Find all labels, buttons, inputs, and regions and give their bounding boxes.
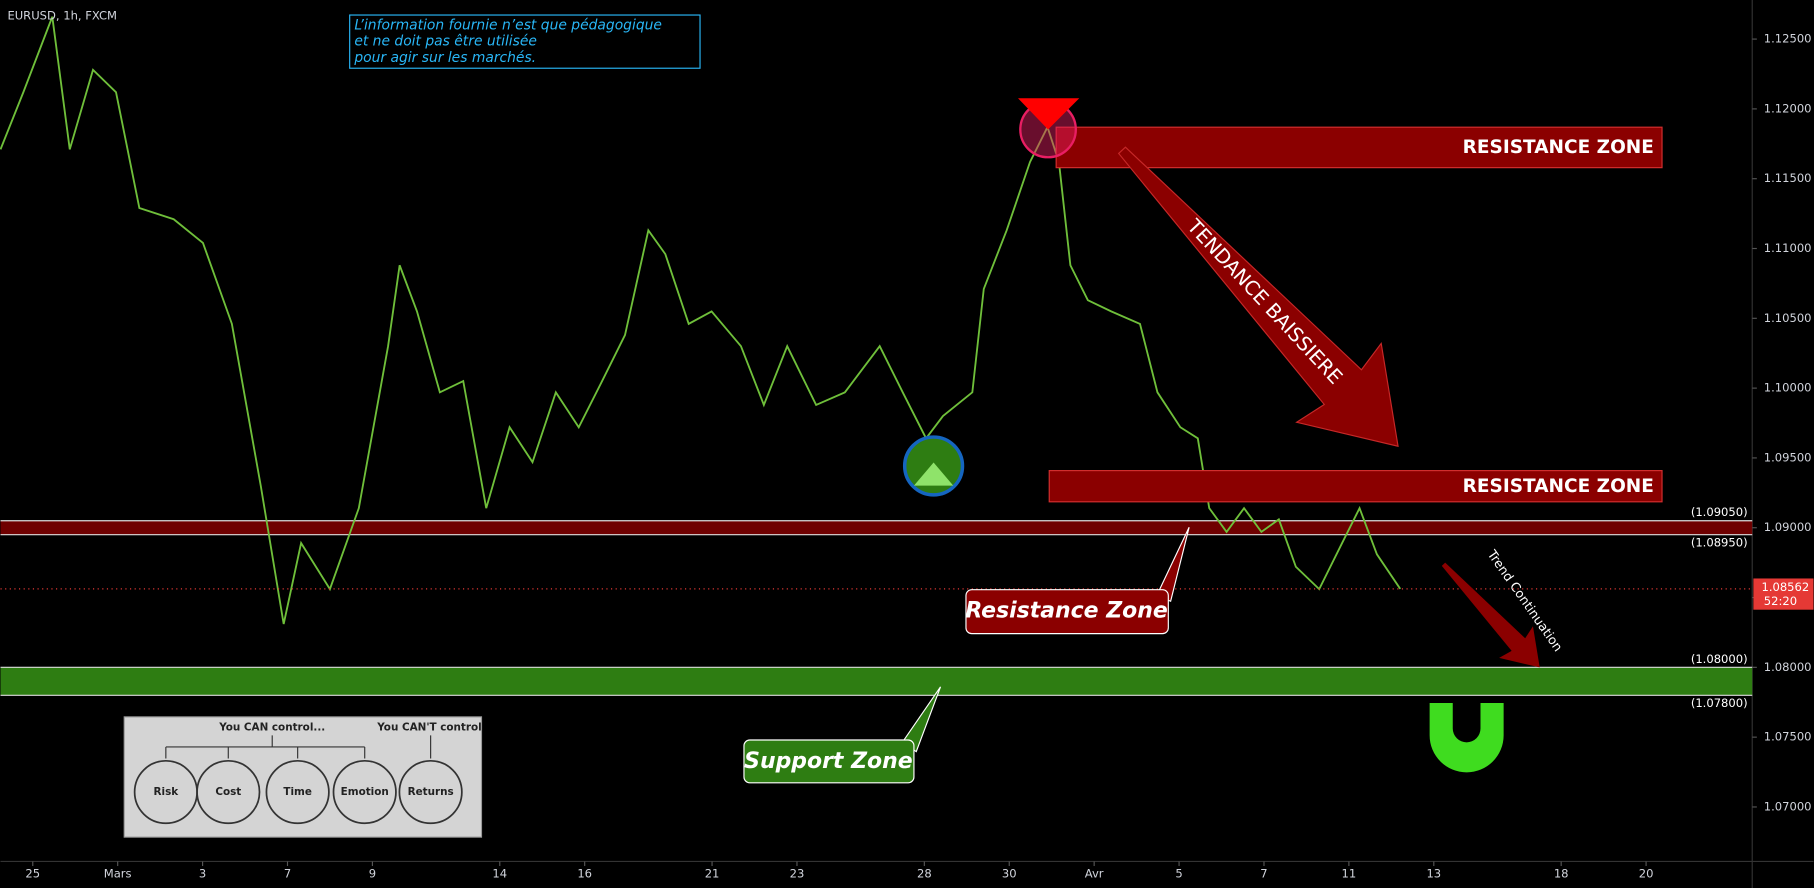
logo-bolt: [1462, 704, 1475, 727]
x-tick-label: 18: [1554, 867, 1569, 881]
x-tick-label: Avr: [1085, 867, 1104, 881]
top-triangle: [1018, 98, 1080, 130]
inset-frame: [123, 716, 483, 838]
y-tick-label: 1.12000: [1764, 101, 1812, 115]
inset-circle: [398, 759, 463, 825]
zone-label: RESISTANCE ZONE: [1463, 476, 1654, 497]
y-tick-label: 1.11000: [1764, 241, 1812, 255]
bottom-triangle: [913, 462, 954, 486]
continuation-arrow-shape: [1441, 562, 1540, 668]
y-tick-label: 1.07000: [1764, 799, 1812, 813]
level-zone: [0, 667, 1753, 696]
callout-box: [965, 589, 1169, 635]
inset-circle: [196, 759, 261, 825]
level-label: (1.07800): [1691, 696, 1748, 710]
y-tick-label: 1.08000: [1764, 660, 1812, 674]
disclaimer-line: pour agir sur les marchés.: [353, 50, 536, 66]
level-label: (1.08000): [1691, 652, 1748, 666]
inset-circle-label: Cost: [215, 786, 241, 798]
chart-title: EURUSD, 1h, FXCM: [7, 9, 117, 23]
x-tick-label: 13: [1426, 867, 1441, 881]
y-tick-label: 1.07500: [1764, 730, 1812, 744]
last-price-label: 1.08562: [1761, 580, 1809, 594]
level-label: (1.09050): [1691, 505, 1748, 519]
level-label: (1.08950): [1691, 535, 1748, 549]
x-tick-label: 23: [790, 867, 805, 881]
callout-box: [743, 739, 915, 784]
callout-label: Resistance Zone: [965, 599, 1167, 624]
inset-circle-label: Returns: [408, 786, 454, 798]
x-tick-label: Mars: [104, 867, 132, 881]
disclaimer-line: et ne doit pas être utilisée: [354, 34, 537, 50]
inset-text: You CAN control...: [218, 721, 325, 733]
y-tick-label: 1.09000: [1764, 520, 1812, 534]
x-tick-label: 11: [1342, 867, 1357, 881]
y-tick-label: 1.11500: [1764, 171, 1812, 185]
x-tick-label: 20: [1639, 867, 1654, 881]
x-tick-label: 14: [492, 867, 507, 881]
inset-arrows: [165, 735, 432, 759]
disclaimer-box: [349, 14, 701, 69]
zone-label: RESISTANCE ZONE: [1463, 137, 1654, 158]
inset-text: You CAN'T control: [376, 721, 481, 733]
countdown-label: 52:20: [1764, 594, 1797, 608]
inset-circle: [265, 759, 330, 825]
disclaimer-line: L’information fournie n’est que pédagogi…: [354, 17, 662, 33]
x-tick-label: 28: [917, 867, 932, 881]
inset-circle-label: Time: [283, 786, 312, 798]
callout-label: Support Zone: [744, 749, 913, 774]
x-tick-label: 7: [1260, 867, 1267, 881]
x-tick-label: 9: [369, 867, 376, 881]
y-tick-label: 1.12500: [1764, 32, 1812, 46]
continuation-arrow: [1441, 562, 1540, 668]
x-tick-label: 30: [1002, 867, 1017, 881]
y-tick-label: 1.09500: [1764, 450, 1812, 464]
inset-circle-label: Emotion: [341, 786, 389, 798]
x-tick-label: 3: [199, 867, 206, 881]
inset-circle-label: Risk: [154, 786, 180, 798]
resistance-zone: [1048, 470, 1663, 503]
x-tick-label: 5: [1175, 867, 1182, 881]
inset-circle: [332, 759, 397, 825]
trend-arrow-shape: [1117, 146, 1399, 448]
last-price-tag: [1753, 578, 1814, 610]
logo: [1429, 703, 1504, 773]
x-tick-label: 16: [577, 867, 592, 881]
y-tick-label: 1.10000: [1764, 381, 1812, 395]
x-tick-label: 7: [284, 867, 291, 881]
x-tick-label: 21: [705, 867, 720, 881]
inset-image: You CAN control... You CAN'T control Ris…: [123, 716, 483, 838]
x-tick-label: 25: [25, 867, 40, 881]
level-zone: [0, 520, 1753, 535]
y-tick-label: 1.10500: [1764, 311, 1812, 325]
resistance-zone: [1055, 126, 1663, 169]
